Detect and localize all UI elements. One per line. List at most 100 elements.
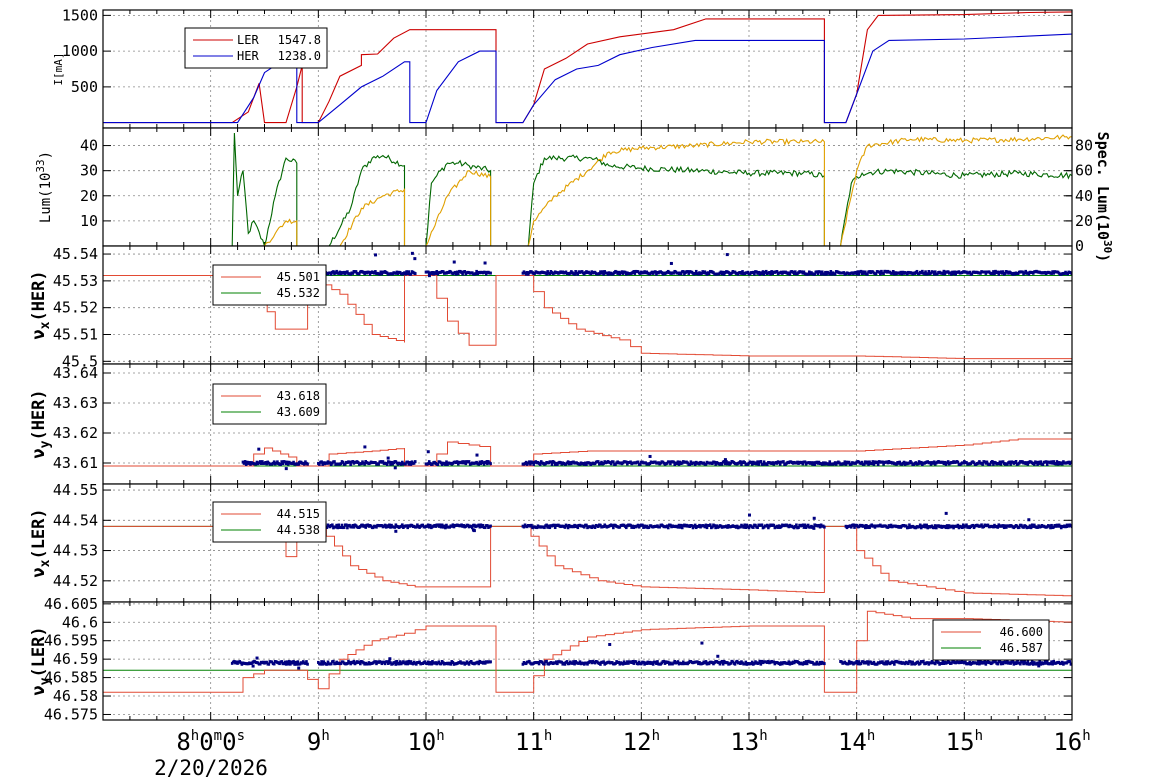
- measured-point: [289, 662, 292, 666]
- measured-point: [1037, 664, 1041, 668]
- measured-point: [411, 662, 415, 666]
- measured-point: [484, 272, 488, 276]
- x-axis: 8h0m0s 9h 10h 11h 12h 13h 14h 15h 16h 2/20/2026: [154, 728, 1091, 780]
- measured-point: [563, 662, 567, 666]
- measured-point: [380, 272, 384, 276]
- legend: 46.600 46.587: [932, 619, 1050, 661]
- legend-value: 1547.8: [278, 33, 321, 47]
- legend-box: [212, 501, 327, 543]
- measured-point: [792, 272, 796, 276]
- x-tick-label: 12h: [623, 728, 660, 756]
- measured-point: [944, 526, 948, 530]
- measured-point: [804, 660, 808, 664]
- measured-point: [486, 524, 489, 528]
- measured-point: [1044, 661, 1048, 665]
- measured-point: [282, 662, 286, 666]
- series-line: [243, 134, 1072, 246]
- measured-point: [530, 523, 533, 527]
- measured-point: [1001, 524, 1005, 528]
- measured-point: [431, 270, 434, 274]
- measured-point: [1052, 659, 1055, 663]
- measured-point: [394, 529, 398, 533]
- measured-point: [687, 271, 691, 275]
- measured-point: [744, 660, 748, 664]
- measured-point: [1070, 662, 1072, 666]
- measured-point: [284, 662, 288, 666]
- measured-point: [693, 523, 697, 527]
- measured-point: [483, 270, 487, 274]
- measured-point: [576, 272, 580, 276]
- measured-point: [423, 660, 427, 664]
- measured-point: [746, 270, 750, 274]
- measured-point: [931, 270, 935, 274]
- measured-point: [405, 660, 408, 664]
- measured-point: [655, 662, 658, 666]
- measured-point: [385, 660, 389, 664]
- measured-point: [735, 524, 739, 528]
- measured-point: [812, 461, 815, 465]
- measured-point: [910, 662, 913, 666]
- measured-point: [1036, 525, 1039, 529]
- measured-point: [846, 662, 850, 666]
- measured-point: [672, 460, 675, 464]
- measured-point: [248, 461, 251, 465]
- measured-point: [444, 526, 447, 530]
- measured-point: [612, 460, 615, 464]
- measured-point: [899, 270, 903, 274]
- y-axis-label: νy(HER): [29, 389, 53, 458]
- measured-point: [609, 462, 613, 466]
- measured-point: [564, 270, 568, 274]
- measured-point: [686, 270, 689, 274]
- measured-point: [408, 461, 412, 465]
- measured-point: [828, 272, 832, 276]
- measured-point: [303, 462, 306, 466]
- measured-point: [525, 271, 529, 275]
- measured-point: [739, 460, 742, 464]
- measured-point: [756, 460, 759, 464]
- measured-point: [780, 525, 783, 529]
- measured-point: [1025, 461, 1029, 465]
- measured-point: [1065, 523, 1069, 527]
- measured-point: [916, 462, 920, 466]
- measured-point: [713, 460, 716, 464]
- legend-value: 46.587: [1000, 641, 1043, 655]
- y-tick-label: 30: [80, 162, 98, 180]
- measured-point: [573, 272, 576, 276]
- measured-point: [693, 271, 697, 275]
- measured-point: [761, 270, 765, 274]
- measured-point: [565, 660, 569, 664]
- measured-point: [651, 662, 655, 666]
- measured-point: [294, 660, 298, 664]
- measured-point: [409, 272, 413, 276]
- measured-point: [404, 272, 407, 276]
- measured-point: [739, 661, 742, 665]
- measured-point: [483, 526, 487, 530]
- measured-point: [932, 460, 936, 464]
- measured-point: [1009, 462, 1012, 466]
- measured-point: [363, 524, 366, 528]
- measured-point: [614, 661, 617, 665]
- measured-point: [680, 526, 684, 530]
- measured-point: [261, 460, 264, 464]
- measured-point: [961, 523, 965, 527]
- measured-point: [621, 662, 625, 666]
- measured-point: [924, 525, 927, 529]
- measured-point: [882, 462, 885, 466]
- measured-point: [1052, 525, 1055, 529]
- measured-point: [1051, 662, 1054, 666]
- measured-point: [881, 660, 884, 664]
- measured-point: [439, 525, 443, 529]
- measured-point: [528, 460, 531, 464]
- measured-point: [477, 462, 481, 466]
- measured-point: [827, 462, 830, 466]
- measured-point: [713, 524, 716, 528]
- measured-point: [992, 462, 995, 466]
- measured-point: [1052, 460, 1055, 464]
- measured-point: [374, 660, 377, 664]
- data-layer: [103, 438, 1072, 471]
- measured-point: [332, 270, 335, 274]
- y-tick-label: 43.62: [53, 424, 98, 442]
- measured-point: [356, 461, 360, 465]
- series-line: [231, 132, 1072, 246]
- measured-point: [387, 661, 390, 665]
